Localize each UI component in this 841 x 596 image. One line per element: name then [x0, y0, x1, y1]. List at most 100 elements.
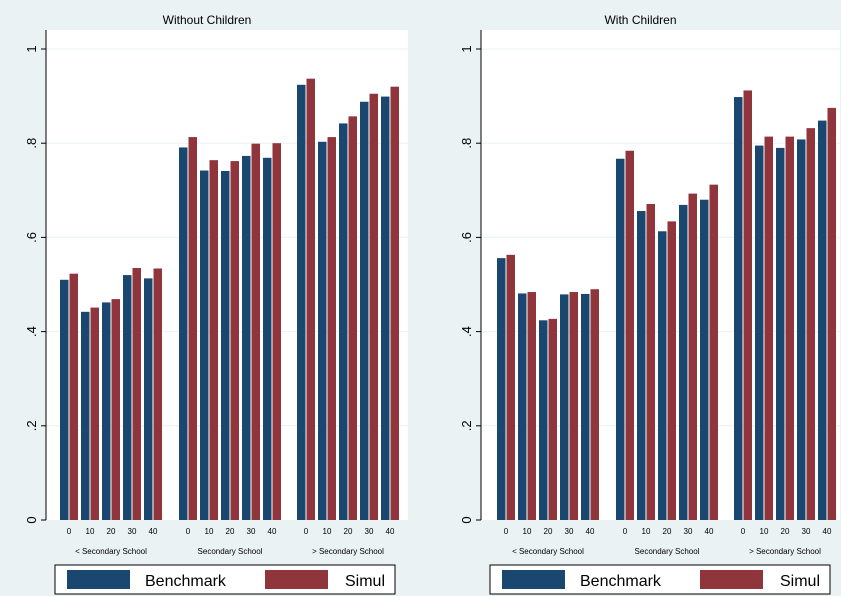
- bar-benchmark: [200, 170, 209, 520]
- legend-label-simul: Simul: [345, 573, 385, 590]
- bar-benchmark: [242, 155, 251, 521]
- x-tick-label: 40: [705, 527, 714, 536]
- legend-swatch-simul: [700, 570, 763, 589]
- bar-simul: [272, 143, 281, 520]
- bar-simul: [209, 160, 218, 520]
- x-tick-label: 40: [268, 527, 277, 536]
- bar-benchmark: [755, 145, 764, 520]
- bar-benchmark: [360, 101, 369, 520]
- y-tick-label: 1: [24, 45, 39, 52]
- bar-simul: [230, 161, 239, 520]
- bar-benchmark: [144, 278, 153, 520]
- bar-benchmark: [179, 147, 188, 520]
- x-tick-label: 0: [186, 527, 191, 536]
- x-tick-label: 0: [304, 527, 309, 536]
- bar-simul: [188, 137, 197, 520]
- bar-simul: [709, 184, 718, 520]
- group-label: > Secondary School: [749, 547, 821, 556]
- y-tick-label: .2: [24, 420, 39, 431]
- x-tick-label: 10: [760, 527, 769, 536]
- bar-simul: [153, 268, 162, 520]
- bar-benchmark: [297, 84, 306, 521]
- bar-benchmark: [60, 279, 69, 520]
- chart-title: Without Children: [163, 13, 252, 27]
- bar-simul: [348, 116, 357, 520]
- x-tick-label: 20: [781, 527, 790, 536]
- group-label: < Secondary School: [512, 547, 584, 556]
- bar-simul: [688, 193, 697, 521]
- bar-benchmark: [581, 293, 590, 520]
- bar-simul: [548, 318, 557, 520]
- y-tick-label: 1: [459, 45, 474, 52]
- bar-benchmark: [518, 293, 527, 520]
- bar-benchmark: [797, 139, 806, 520]
- group-label: > Secondary School: [312, 547, 384, 556]
- bar-simul: [785, 136, 794, 520]
- y-tick-label: .4: [459, 326, 474, 337]
- bar-benchmark: [658, 231, 667, 521]
- legend-swatch-benchmark: [67, 570, 130, 589]
- bar-simul: [827, 107, 836, 520]
- bar-benchmark: [776, 147, 785, 520]
- x-tick-label: 10: [523, 527, 532, 536]
- bar-benchmark: [339, 123, 348, 520]
- y-tick-label: 0: [24, 516, 39, 523]
- x-tick-label: 20: [663, 527, 672, 536]
- legend-label-simul: Simul: [780, 573, 820, 590]
- x-tick-label: 30: [365, 527, 374, 536]
- x-tick-label: 20: [107, 527, 116, 536]
- bar-simul: [667, 221, 676, 521]
- bar-benchmark: [818, 120, 827, 520]
- legend-swatch-simul: [265, 570, 328, 589]
- x-tick-label: 30: [128, 527, 137, 536]
- bar-benchmark: [539, 320, 548, 520]
- bar-simul: [111, 299, 120, 520]
- x-tick-label: 30: [565, 527, 574, 536]
- x-tick-label: 10: [205, 527, 214, 536]
- bar-simul: [251, 143, 260, 520]
- group-label: Secondary School: [635, 547, 700, 556]
- x-tick-label: 30: [802, 527, 811, 536]
- y-tick-label: .2: [459, 420, 474, 431]
- group-label: < Secondary School: [75, 547, 147, 556]
- x-tick-label: 20: [226, 527, 235, 536]
- x-tick-label: 30: [684, 527, 693, 536]
- bar-simul: [764, 136, 773, 520]
- bar-simul: [69, 273, 78, 520]
- bar-simul: [90, 307, 99, 520]
- x-tick-label: 10: [323, 527, 332, 536]
- x-tick-label: 30: [247, 527, 256, 536]
- bar-simul: [569, 292, 578, 520]
- bar-simul: [527, 292, 536, 520]
- bar-benchmark: [679, 204, 688, 520]
- bar-benchmark: [700, 199, 709, 520]
- bar-simul: [327, 137, 336, 520]
- legend: Benchmark Simul: [489, 564, 831, 595]
- bar-benchmark: [263, 157, 272, 520]
- bar-simul: [646, 203, 655, 521]
- y-tick-label: .8: [459, 138, 474, 149]
- group-label: Secondary School: [198, 547, 263, 556]
- legend-label-benchmark: Benchmark: [145, 573, 227, 590]
- legend-box: [54, 564, 396, 595]
- bar-benchmark: [318, 141, 327, 521]
- bar-benchmark: [81, 311, 90, 520]
- bar-benchmark: [734, 97, 743, 521]
- y-tick-label: .6: [24, 232, 39, 243]
- bar-benchmark: [497, 258, 506, 520]
- x-tick-label: 0: [623, 527, 628, 536]
- bar-benchmark: [616, 158, 625, 521]
- x-tick-label: 40: [386, 527, 395, 536]
- y-tick-label: .4: [24, 326, 39, 337]
- x-tick-label: 10: [86, 527, 95, 536]
- bar-benchmark: [123, 275, 132, 520]
- bar-benchmark: [381, 96, 390, 521]
- x-tick-label: 0: [741, 527, 746, 536]
- x-tick-label: 20: [344, 527, 353, 536]
- x-tick-label: 0: [67, 527, 72, 536]
- x-tick-label: 40: [149, 527, 158, 536]
- y-tick-label: .6: [459, 232, 474, 243]
